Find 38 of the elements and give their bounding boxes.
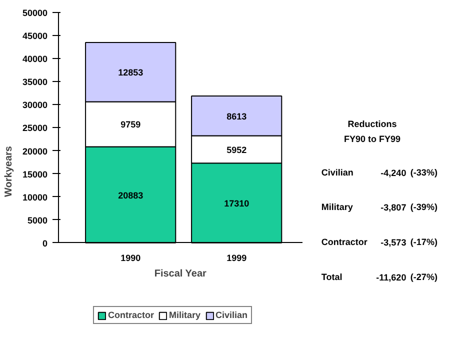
text: Military bbox=[321, 202, 353, 212]
y-tick-label: 0 bbox=[42, 238, 48, 248]
text: FY90 to FY99 bbox=[344, 134, 401, 144]
data-label: 12853 bbox=[118, 68, 144, 78]
x-axis-title: Fiscal Year bbox=[154, 268, 207, 280]
text: (-39%) bbox=[410, 202, 438, 212]
x-tick-label: 1990 bbox=[120, 252, 141, 263]
data-label: 8613 bbox=[226, 111, 247, 122]
y-tick-label: 10000 bbox=[22, 192, 48, 202]
y-tick-label: 25000 bbox=[22, 123, 48, 134]
text: Total bbox=[321, 272, 342, 282]
y-tick-label: 20000 bbox=[22, 146, 48, 156]
y-tick-label: 5000 bbox=[27, 215, 48, 226]
data-label: 9759 bbox=[120, 120, 141, 130]
data-label: 20883 bbox=[118, 190, 144, 200]
text: -11,620 bbox=[376, 272, 406, 282]
x-tick-label: 1999 bbox=[226, 252, 247, 263]
y-axis-title: Workyears bbox=[3, 146, 14, 197]
data-label: 5952 bbox=[226, 144, 247, 155]
text: -3,573 bbox=[380, 238, 406, 248]
legend-label: Military bbox=[169, 310, 201, 320]
legend-label: Civilian bbox=[216, 310, 248, 320]
text: (-33%) bbox=[410, 167, 438, 178]
y-tick-label: 15000 bbox=[22, 169, 48, 180]
y-tick-label: 35000 bbox=[22, 77, 48, 88]
y-tick-label: 50000 bbox=[22, 8, 48, 18]
text: Contractor bbox=[321, 237, 368, 248]
text: -3,807 bbox=[380, 202, 406, 213]
y-tick-label: 45000 bbox=[22, 31, 48, 42]
text: (-27%) bbox=[410, 272, 438, 282]
text: (-17%) bbox=[410, 237, 438, 248]
legend-label: Contractor bbox=[108, 310, 154, 320]
text: Civilian bbox=[321, 167, 354, 178]
y-tick-label: 40000 bbox=[22, 54, 48, 64]
y-tick-label: 30000 bbox=[22, 100, 48, 110]
data-label: 17310 bbox=[224, 198, 250, 209]
text: -4,240 bbox=[380, 168, 406, 178]
text: Reductions bbox=[348, 118, 397, 129]
